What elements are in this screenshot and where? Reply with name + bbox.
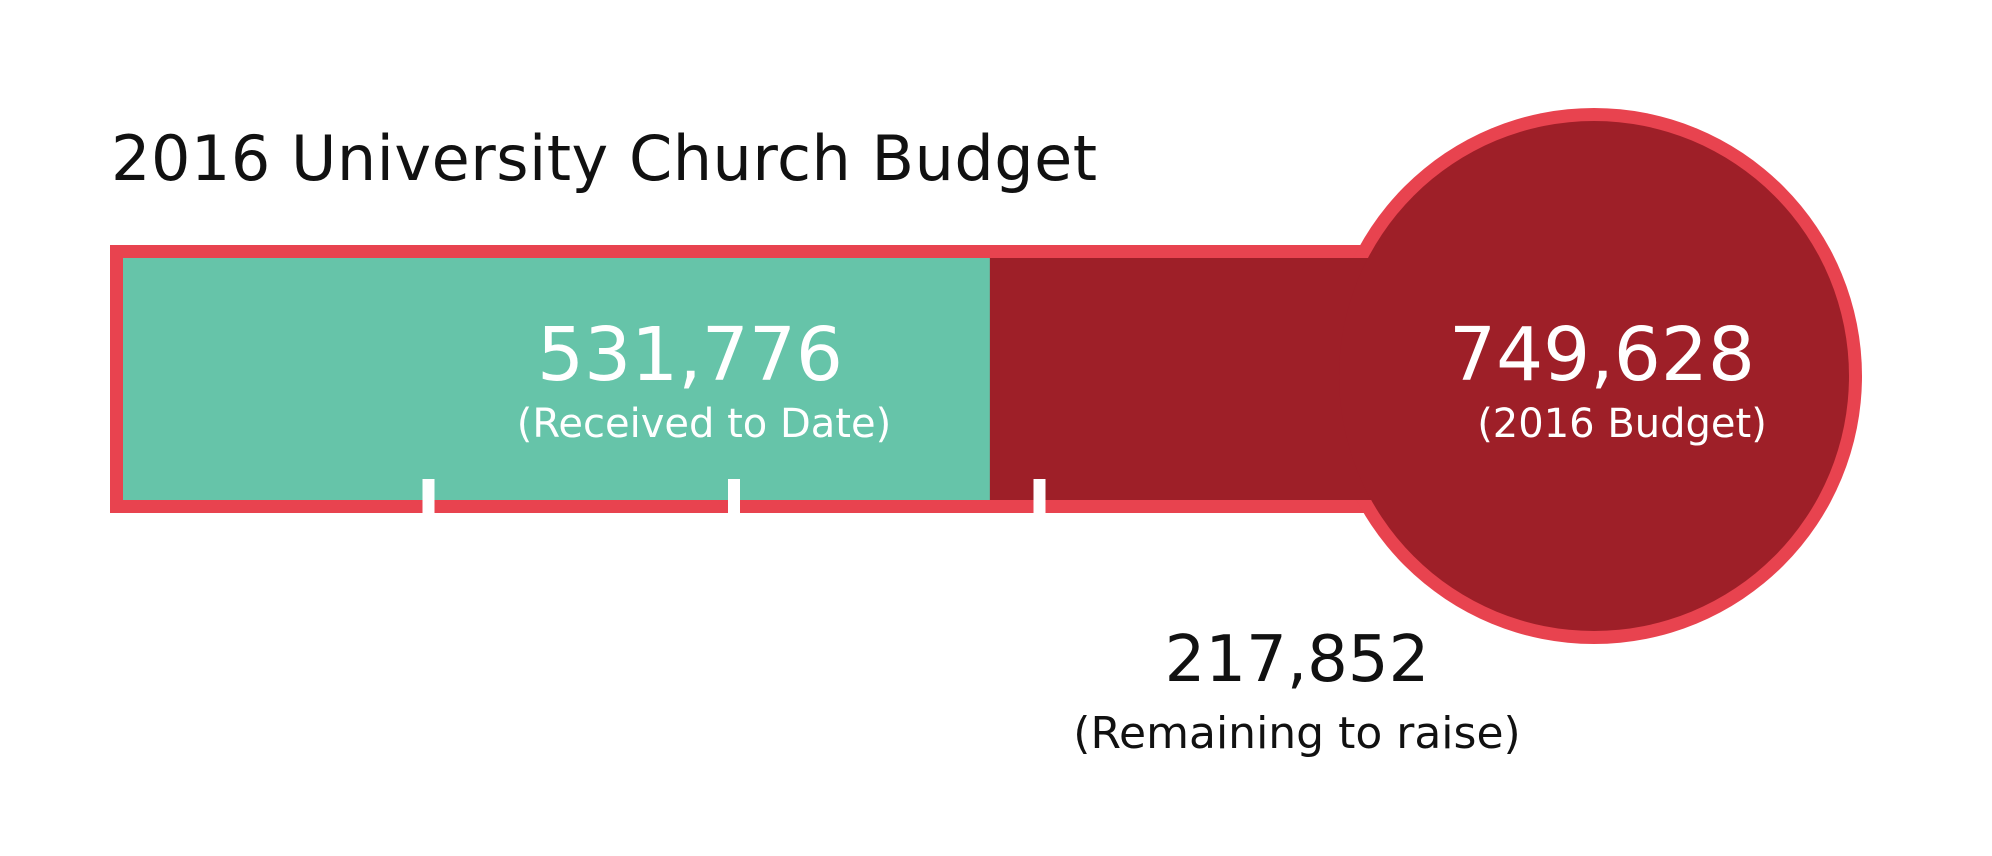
fill-group: [123, 121, 1849, 631]
chart-title: 2016 University Church Budget: [111, 122, 1098, 195]
tick-75-percent: [1033, 479, 1046, 515]
received-value-label: 531,776: [537, 312, 843, 398]
budget-caption-label: (2016 Budget): [1477, 401, 1767, 447]
tick-25-percent: [422, 479, 435, 515]
tick-50-percent: [728, 479, 740, 515]
remaining-value-label: 217,852: [1165, 623, 1430, 697]
budget-value-label: 749,628: [1449, 312, 1755, 398]
received-bar: [123, 258, 990, 500]
remaining-caption-label: (Remaining to raise): [1073, 708, 1520, 759]
budget-circle: [1339, 121, 1849, 631]
tick-marks: [422, 479, 1046, 515]
received-caption-label: (Received to Date): [517, 401, 891, 447]
